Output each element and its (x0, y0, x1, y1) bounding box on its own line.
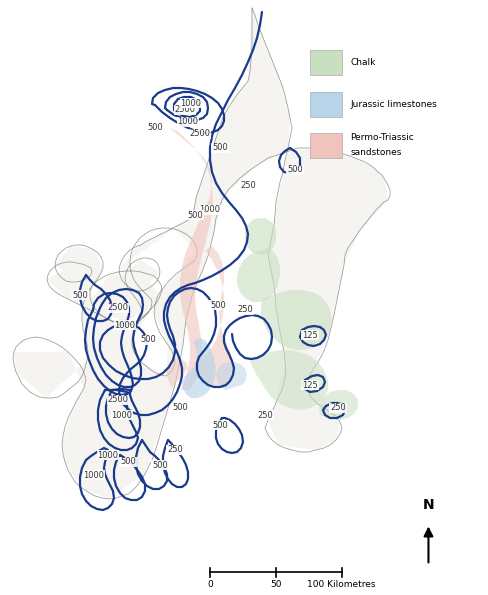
Bar (310, 133, 342, 158)
Text: 2500: 2500 (107, 303, 128, 312)
Text: 500: 500 (212, 421, 228, 430)
Bar (310, 92, 342, 117)
Polygon shape (182, 338, 216, 398)
Text: 250: 250 (240, 180, 256, 189)
Text: 1000: 1000 (83, 471, 104, 480)
Bar (310, 50, 342, 75)
Text: 250: 250 (257, 411, 273, 419)
Text: 250: 250 (167, 446, 183, 455)
Text: 1000: 1000 (181, 99, 202, 108)
Polygon shape (216, 362, 247, 390)
Text: 1000: 1000 (200, 205, 221, 215)
Polygon shape (319, 390, 358, 420)
Text: Jurassic limestones: Jurassic limestones (350, 99, 437, 109)
Polygon shape (170, 128, 213, 390)
Polygon shape (198, 246, 234, 388)
Text: sandstones: sandstones (350, 148, 402, 158)
Text: 1000: 1000 (98, 450, 119, 459)
Text: 1000: 1000 (111, 411, 133, 419)
Text: 500: 500 (287, 165, 303, 174)
Polygon shape (14, 8, 388, 499)
Text: 500: 500 (152, 461, 168, 469)
Text: 0: 0 (207, 580, 213, 589)
Text: 50: 50 (270, 580, 282, 589)
Polygon shape (237, 248, 280, 302)
Text: 500: 500 (187, 211, 203, 220)
Text: 500: 500 (172, 403, 188, 412)
Text: 125: 125 (302, 380, 318, 390)
Text: 500: 500 (212, 143, 228, 152)
Text: 250: 250 (330, 403, 346, 412)
Polygon shape (245, 218, 276, 255)
Text: Chalk: Chalk (350, 58, 376, 67)
Text: 500: 500 (120, 458, 136, 466)
Text: 500: 500 (210, 300, 226, 309)
Text: 2500: 2500 (189, 130, 210, 139)
Text: 2500: 2500 (175, 105, 196, 114)
Text: 500: 500 (72, 290, 88, 299)
Text: N: N (423, 497, 434, 512)
Text: 500: 500 (140, 336, 156, 345)
Polygon shape (166, 358, 188, 388)
Text: 125: 125 (302, 330, 318, 340)
Text: 1000: 1000 (115, 321, 136, 330)
Text: 250: 250 (237, 305, 253, 315)
Polygon shape (250, 350, 328, 410)
Text: Permo-Triassic: Permo-Triassic (350, 133, 414, 142)
Polygon shape (261, 290, 332, 350)
Text: 1000: 1000 (178, 117, 199, 127)
Text: 500: 500 (147, 124, 163, 133)
Text: 2500: 2500 (107, 396, 128, 405)
Text: 100 Kilometres: 100 Kilometres (307, 580, 376, 589)
